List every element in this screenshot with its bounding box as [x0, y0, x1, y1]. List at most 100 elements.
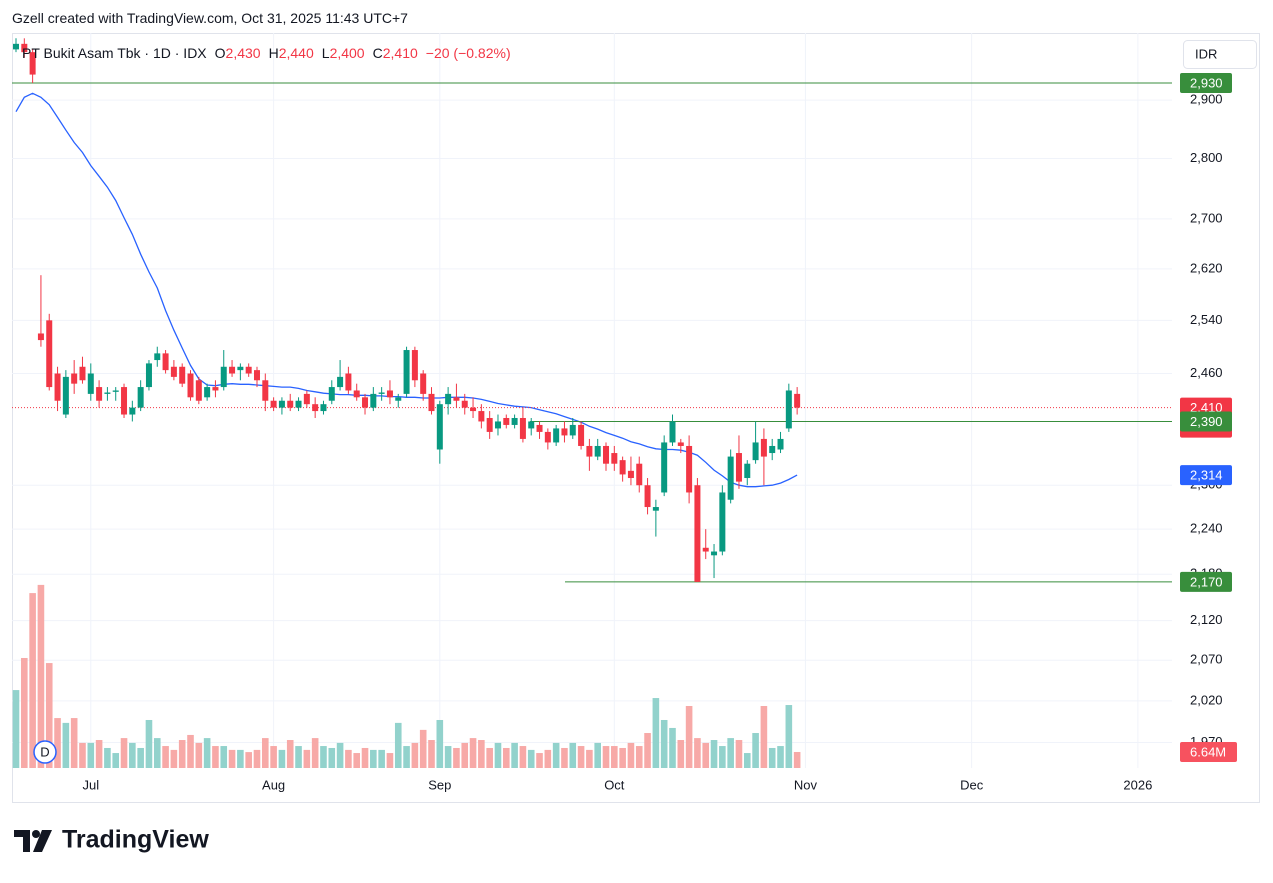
y-tick-label: 2,540 — [1190, 312, 1223, 327]
volume-bar — [611, 746, 618, 768]
volume-bar — [519, 746, 527, 768]
candle-body — [162, 353, 169, 371]
volume-bar — [228, 749, 236, 768]
x-tick-label: 2026 — [1123, 777, 1152, 792]
plot-area — [12, 33, 1172, 768]
candle-body — [528, 421, 535, 429]
volume-bar — [112, 753, 120, 768]
candle-body — [195, 380, 202, 401]
candle-body — [212, 387, 219, 391]
volume-bar — [403, 746, 410, 768]
candle-body — [403, 350, 410, 394]
credit: Gzell created with TradingView.com, Oct … — [12, 10, 408, 26]
candle-body — [278, 400, 285, 408]
volume-bar — [536, 753, 543, 768]
candle-body — [179, 366, 186, 384]
legend-key: O — [214, 45, 226, 61]
candle-body — [644, 485, 651, 508]
x-tick-label: Jul — [82, 777, 99, 792]
volume-bar — [635, 746, 643, 768]
legend-change: −20 (−0.82%) — [425, 45, 511, 61]
volume-bar — [270, 746, 277, 768]
candle-body — [46, 320, 53, 388]
currency-button[interactable] — [1183, 40, 1257, 69]
volume-bar — [286, 740, 294, 768]
x-tick-label: Aug — [262, 777, 285, 792]
volume-bar — [586, 749, 593, 768]
volume-bar — [87, 742, 95, 768]
candle-body — [686, 445, 693, 493]
candle-body — [220, 366, 227, 388]
legend-key: H — [268, 45, 279, 61]
volume-bar — [677, 740, 685, 768]
candle-body — [519, 417, 526, 439]
candle-body — [353, 390, 360, 398]
volume-bar — [702, 742, 710, 768]
volume-bar — [253, 749, 261, 768]
candle-body — [29, 52, 36, 75]
candle-body — [536, 424, 543, 432]
volume-bar — [120, 738, 128, 768]
volume-bar — [444, 746, 452, 768]
candle-body — [96, 387, 103, 401]
volume-bar — [54, 718, 61, 768]
axis-price-text: 2,930 — [1190, 75, 1223, 90]
candle-body — [619, 460, 626, 475]
volume-bar — [552, 742, 560, 768]
legend-value: 2,440 — [278, 45, 314, 61]
volume-bar — [29, 593, 36, 768]
axis-price-label — [1180, 571, 1232, 592]
candle-body — [129, 407, 136, 415]
candle-body — [287, 400, 294, 408]
volume-bar — [619, 747, 626, 768]
legend-value: 2,400 — [329, 45, 365, 61]
volume-bar — [137, 747, 144, 768]
candle-body — [569, 424, 576, 436]
volume-bar — [527, 749, 535, 768]
candle-body — [769, 445, 776, 454]
volume-bar — [644, 733, 651, 768]
candle-body — [145, 363, 152, 388]
candle-body — [303, 393, 310, 405]
price-axis: 2,9002,8002,7002,6202,5402,4602,3002,240… — [1180, 73, 1239, 762]
candle-body — [245, 366, 252, 374]
candle-body — [661, 442, 668, 493]
candle-body — [121, 387, 128, 415]
volume-bar — [45, 663, 53, 768]
candle-body — [295, 400, 302, 408]
y-tick-label: 2,800 — [1190, 150, 1223, 165]
volume-bar — [178, 740, 186, 768]
y-tick-label: 2,620 — [1190, 260, 1223, 275]
volume-bar — [743, 753, 751, 768]
y-tick-label: 2,900 — [1190, 92, 1223, 107]
candle-body — [578, 424, 585, 446]
volume-bar — [12, 690, 20, 768]
candle-body — [727, 456, 734, 500]
y-tick-label: 2,120 — [1190, 612, 1223, 627]
candle-body — [611, 453, 618, 464]
candle-body — [586, 445, 593, 457]
candle-body — [511, 417, 518, 425]
volume-bar — [486, 747, 493, 768]
candle-body — [461, 400, 468, 408]
volume-bar — [768, 747, 776, 768]
y-tick-label: 2,020 — [1190, 692, 1223, 707]
volume-bar — [502, 747, 510, 768]
axis-price-text: 2,410 — [1190, 400, 1223, 415]
volume-bar — [428, 740, 435, 768]
candle-body — [62, 376, 69, 415]
volume-bar — [760, 705, 768, 768]
candle-body — [420, 373, 427, 394]
candle-body — [436, 404, 443, 450]
volume-bar — [195, 742, 203, 768]
axis-price-text: 2,314 — [1190, 468, 1223, 483]
volume-bar — [735, 740, 743, 768]
candle-body — [627, 470, 634, 479]
legend-key: L — [321, 45, 330, 61]
volume-bar — [669, 727, 676, 768]
candle-body — [320, 404, 327, 412]
candle-body — [777, 438, 784, 450]
badge[interactable] — [33, 740, 57, 764]
candle-body — [544, 431, 551, 443]
